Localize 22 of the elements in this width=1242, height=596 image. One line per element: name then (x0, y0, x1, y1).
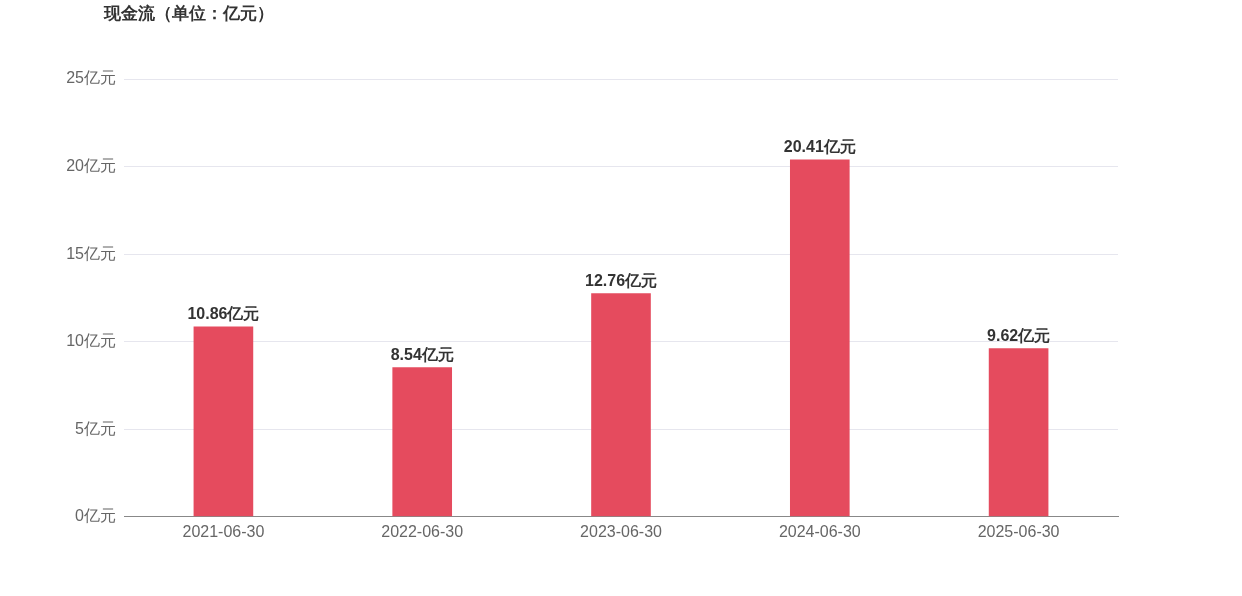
bar (988, 348, 1049, 517)
chart-title: 现金流（单位：亿元） (104, 3, 274, 25)
y-tick-label: 10亿元 (66, 332, 116, 350)
data-label: 8.54亿元 (390, 345, 454, 363)
bar (193, 326, 254, 517)
y-tick-label: 20亿元 (66, 156, 116, 174)
data-label: 20.41亿元 (783, 137, 856, 155)
y-tick-label: 5亿元 (75, 419, 116, 437)
bar (591, 293, 651, 517)
x-tick-label: 2025-06-30 (977, 522, 1060, 540)
y-tick-label: 15亿元 (66, 244, 116, 262)
x-tick-label: 2024-06-30 (778, 522, 861, 540)
bar (392, 367, 453, 517)
data-label: 10.86亿元 (187, 305, 260, 323)
x-tick-label: 2021-06-30 (182, 522, 265, 540)
y-tick-label: 0亿元 (75, 507, 116, 525)
data-label: 12.76亿元 (584, 271, 658, 289)
x-tick-label: 2023-06-30 (580, 522, 663, 540)
data-label: 9.62亿元 (987, 326, 1051, 344)
bar (789, 159, 850, 517)
x-tick-label: 2022-06-30 (381, 522, 464, 540)
y-tick-label: 25亿元 (66, 69, 116, 87)
